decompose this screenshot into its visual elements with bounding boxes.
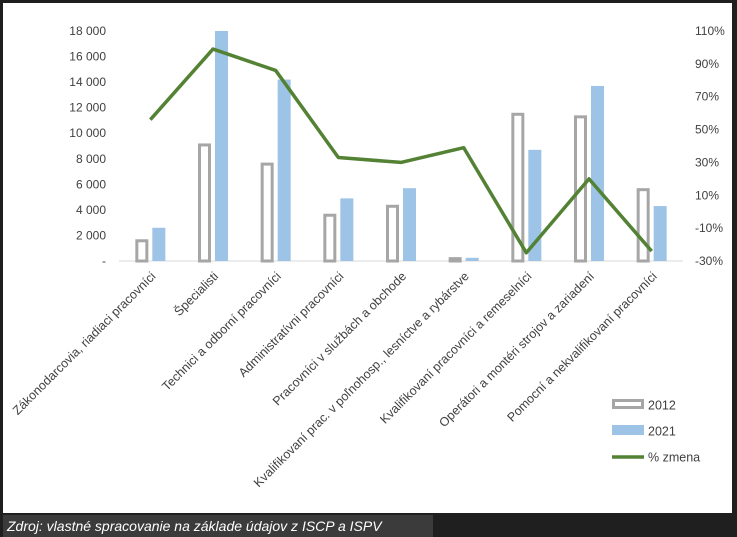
bar-2021 bbox=[591, 86, 604, 261]
bar-2021 bbox=[403, 188, 416, 261]
left-tick-label: 16 000 bbox=[69, 50, 106, 64]
left-tick-label: 8 000 bbox=[76, 152, 106, 166]
bar-2012 bbox=[325, 215, 335, 261]
legend-label: 2021 bbox=[648, 425, 676, 439]
chart-area: - 2 000 4 000 6 000 8 000 10 000 12 000 14 000 1… bbox=[3, 3, 732, 513]
bar-2021 bbox=[215, 31, 228, 261]
bar-2012 bbox=[262, 164, 272, 261]
left-tick-label: 4 000 bbox=[76, 203, 106, 217]
bar-2021 bbox=[654, 206, 667, 261]
legend: 2012 2021 % zmena bbox=[612, 399, 700, 465]
category-label: Technici a odborní pracovníci bbox=[159, 269, 283, 393]
left-axis-ticks: - 2 000 4 000 6 000 8 000 10 000 12 000 14 000 1… bbox=[69, 24, 106, 268]
bar-2012 bbox=[638, 190, 648, 261]
left-tick-label: 12 000 bbox=[69, 101, 106, 115]
bar-2012 bbox=[200, 145, 210, 261]
bar-2012 bbox=[137, 241, 147, 261]
legend-swatch-2012 bbox=[614, 401, 643, 408]
left-tick-label: 14 000 bbox=[69, 75, 106, 89]
right-tick-label: 10% bbox=[695, 188, 719, 202]
legend-label: 2012 bbox=[648, 399, 676, 413]
right-tick-label: 30% bbox=[695, 155, 719, 169]
bar-2012 bbox=[450, 259, 460, 261]
bars bbox=[137, 31, 667, 261]
left-tick-label: 6 000 bbox=[76, 177, 106, 191]
right-tick-label: 110% bbox=[695, 24, 725, 38]
legend-swatch-2021 bbox=[612, 425, 644, 435]
combo-chart: - 2 000 4 000 6 000 8 000 10 000 12 000 14 000 1… bbox=[3, 3, 732, 513]
right-tick-label: 70% bbox=[695, 90, 719, 104]
bar-2021 bbox=[340, 198, 353, 261]
bar-2021 bbox=[278, 80, 291, 261]
legend-label: % zmena bbox=[648, 451, 700, 465]
left-tick-label: 10 000 bbox=[69, 126, 106, 140]
bar-2021 bbox=[466, 258, 479, 261]
category-label: Administratívni pracovníci bbox=[236, 269, 347, 380]
category-label: Špecialisti bbox=[171, 269, 221, 319]
right-tick-label: 50% bbox=[695, 123, 719, 137]
right-tick-label: 90% bbox=[695, 57, 719, 71]
category-label: Pracovníci v službách a obchode bbox=[270, 269, 409, 408]
left-tick-label: - bbox=[102, 254, 106, 268]
category-label: Kvalifikovaní prac. v poľnohosp., lesníc… bbox=[251, 269, 472, 490]
right-tick-label: -10% bbox=[695, 221, 723, 235]
category-labels: Zákonodarcovia, riadiaci pracovníci Špeci… bbox=[10, 269, 660, 491]
bar-2012 bbox=[388, 206, 398, 261]
right-axis-ticks: -30% -10% 10% 30% 50% 70% 90% 110% bbox=[695, 24, 725, 268]
left-tick-label: 18 000 bbox=[69, 24, 106, 38]
right-tick-label: -30% bbox=[695, 254, 723, 268]
bar-2021 bbox=[152, 228, 165, 261]
left-tick-label: 2 000 bbox=[76, 228, 106, 242]
category-label: Zákonodarcovia, riadiaci pracovníci bbox=[10, 269, 158, 417]
